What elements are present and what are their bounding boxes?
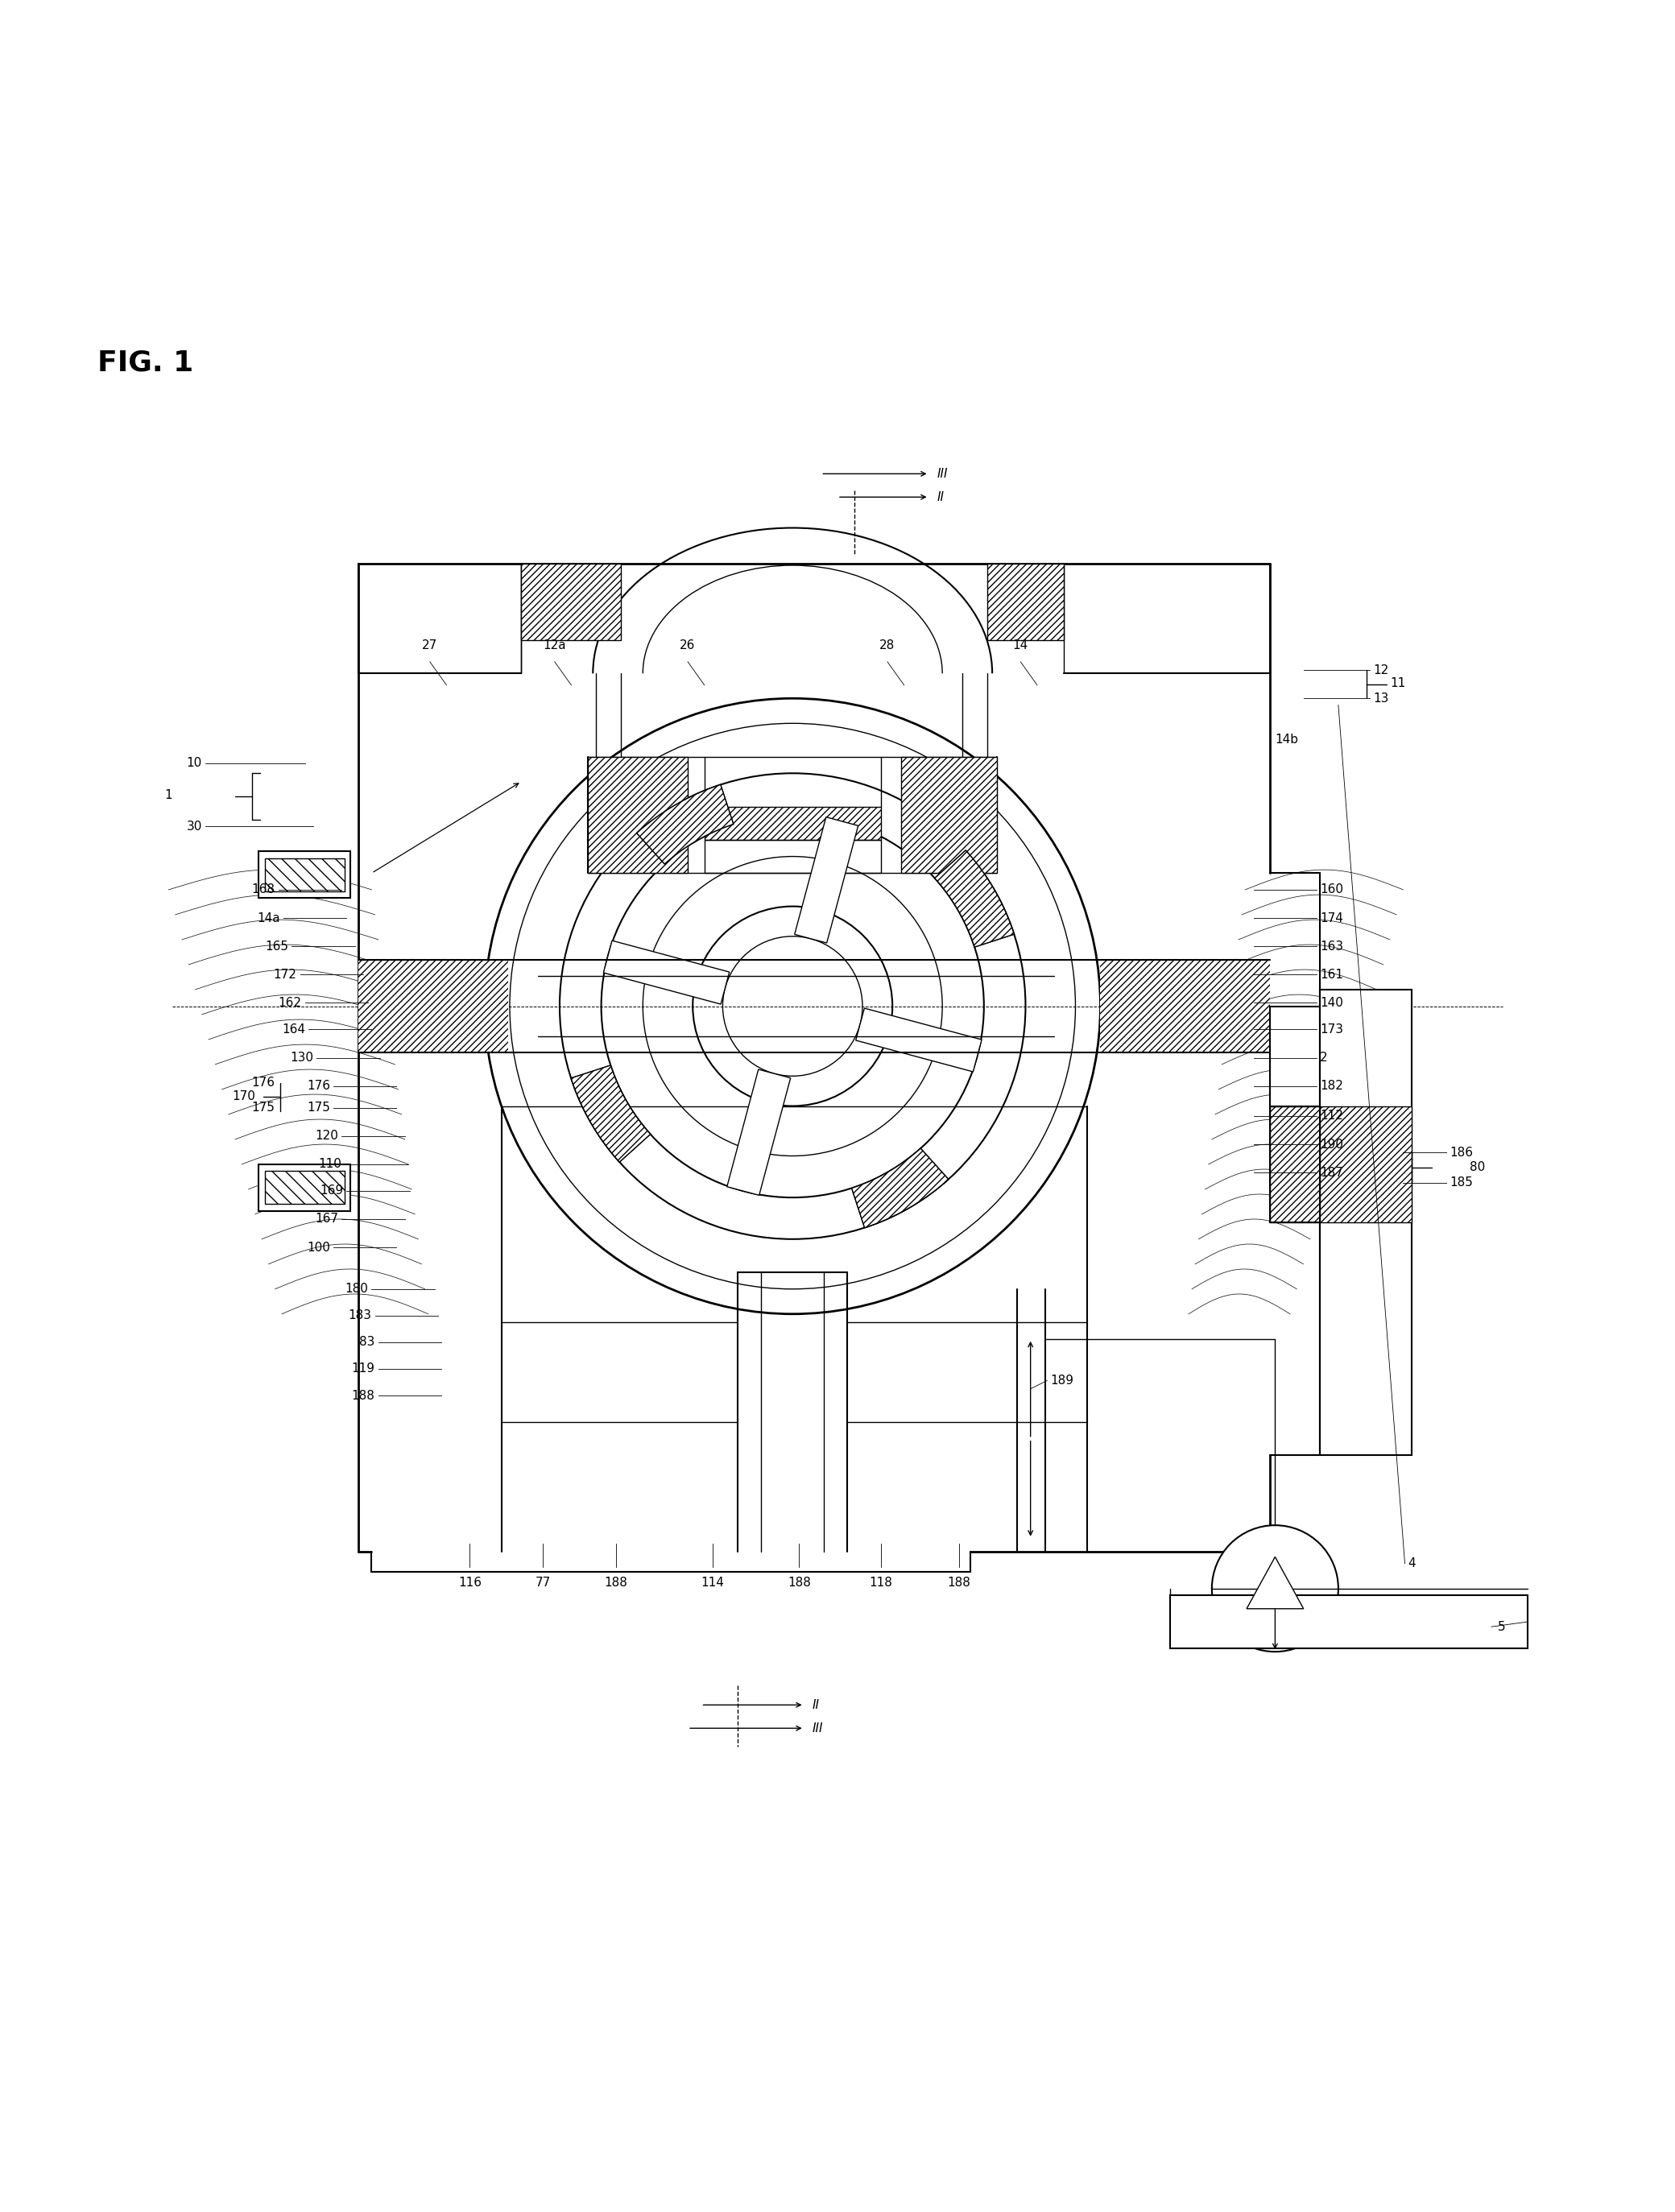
Text: 116: 116 xyxy=(459,1577,481,1588)
Text: 83: 83 xyxy=(360,1336,375,1349)
Polygon shape xyxy=(1246,1557,1303,1608)
Text: 130: 130 xyxy=(290,1051,313,1064)
Bar xyxy=(1171,1595,1528,1648)
Text: 26: 26 xyxy=(680,639,695,653)
Text: 14b: 14b xyxy=(1275,734,1298,745)
Text: 163: 163 xyxy=(1320,940,1343,953)
Bar xyxy=(258,852,350,898)
Text: 185: 185 xyxy=(1451,1177,1472,1188)
Text: 175: 175 xyxy=(251,1102,275,1113)
Bar xyxy=(705,841,881,874)
Text: 174: 174 xyxy=(1320,911,1343,925)
Polygon shape xyxy=(794,816,858,942)
Text: 187: 187 xyxy=(1320,1166,1343,1179)
Text: 11: 11 xyxy=(1390,677,1405,690)
Bar xyxy=(1320,1106,1412,1223)
Text: 188: 188 xyxy=(605,1577,628,1588)
Bar xyxy=(588,757,688,874)
Bar xyxy=(1270,1106,1370,1223)
Text: 167: 167 xyxy=(315,1212,338,1225)
Bar xyxy=(1270,1106,1320,1223)
Text: 180: 180 xyxy=(345,1283,368,1294)
Text: 114: 114 xyxy=(702,1577,724,1588)
Polygon shape xyxy=(727,1068,791,1194)
Text: 165: 165 xyxy=(265,940,288,953)
Text: 10: 10 xyxy=(186,757,203,770)
Bar xyxy=(358,960,508,1053)
Bar xyxy=(265,1170,345,1203)
Text: 4: 4 xyxy=(1409,1557,1415,1571)
Text: 168: 168 xyxy=(251,883,275,896)
Text: 119: 119 xyxy=(352,1363,375,1376)
Text: 77: 77 xyxy=(536,1577,551,1588)
Text: 164: 164 xyxy=(281,1024,305,1035)
Text: 30: 30 xyxy=(186,821,203,832)
Polygon shape xyxy=(851,1148,948,1228)
Text: FIG. 1: FIG. 1 xyxy=(97,349,193,376)
Text: 175: 175 xyxy=(307,1102,330,1113)
Text: 183: 183 xyxy=(348,1310,372,1321)
Text: 28: 28 xyxy=(879,639,894,653)
Bar xyxy=(1320,989,1412,1455)
Bar xyxy=(521,564,621,639)
Text: 172: 172 xyxy=(273,969,296,980)
Text: 100: 100 xyxy=(307,1241,330,1254)
Text: 5: 5 xyxy=(1497,1621,1506,1632)
Text: 27: 27 xyxy=(422,639,437,653)
Polygon shape xyxy=(636,785,734,865)
Text: 14: 14 xyxy=(1013,639,1028,653)
Text: 189: 189 xyxy=(1050,1374,1074,1387)
Text: 188: 188 xyxy=(948,1577,970,1588)
Text: 12a: 12a xyxy=(543,639,566,653)
Text: 12: 12 xyxy=(1374,664,1389,677)
Bar xyxy=(901,757,997,874)
Polygon shape xyxy=(851,1148,948,1228)
Bar xyxy=(987,564,1064,639)
Polygon shape xyxy=(636,785,734,865)
Text: 162: 162 xyxy=(278,998,302,1009)
Text: 170: 170 xyxy=(231,1091,255,1102)
Text: P: P xyxy=(1270,1582,1281,1597)
Text: 173: 173 xyxy=(1320,1024,1343,1035)
Text: 118: 118 xyxy=(869,1577,893,1588)
Circle shape xyxy=(1211,1526,1338,1652)
Polygon shape xyxy=(856,1009,982,1073)
Bar xyxy=(265,858,345,891)
Text: 188: 188 xyxy=(787,1577,811,1588)
Text: 112: 112 xyxy=(1320,1110,1343,1121)
Text: 190: 190 xyxy=(1320,1139,1343,1150)
Text: 161: 161 xyxy=(1320,969,1343,980)
Text: 2: 2 xyxy=(1320,1051,1328,1064)
Text: II: II xyxy=(938,491,945,502)
Bar xyxy=(258,1164,350,1210)
Text: 1: 1 xyxy=(164,790,173,801)
Polygon shape xyxy=(603,940,729,1004)
Text: 182: 182 xyxy=(1320,1079,1343,1093)
Text: 120: 120 xyxy=(315,1130,338,1141)
Bar xyxy=(1270,1006,1320,1106)
Text: 140: 140 xyxy=(1320,998,1343,1009)
Text: 110: 110 xyxy=(318,1159,342,1170)
Text: 176: 176 xyxy=(251,1077,275,1088)
Polygon shape xyxy=(935,849,1013,947)
Bar xyxy=(705,807,881,841)
Text: 160: 160 xyxy=(1320,883,1343,896)
Text: III: III xyxy=(812,1723,824,1734)
Text: 13: 13 xyxy=(1374,692,1389,703)
Text: 169: 169 xyxy=(320,1186,343,1197)
Text: III: III xyxy=(938,467,948,480)
Bar xyxy=(1100,960,1270,1053)
Polygon shape xyxy=(571,1066,650,1161)
Text: 14a: 14a xyxy=(256,911,280,925)
Text: 176: 176 xyxy=(307,1079,330,1093)
Text: 186: 186 xyxy=(1451,1146,1472,1159)
Text: II: II xyxy=(812,1699,819,1710)
Polygon shape xyxy=(935,849,1013,947)
Text: 80: 80 xyxy=(1469,1161,1486,1175)
Polygon shape xyxy=(571,1066,650,1161)
Text: 188: 188 xyxy=(352,1389,375,1402)
